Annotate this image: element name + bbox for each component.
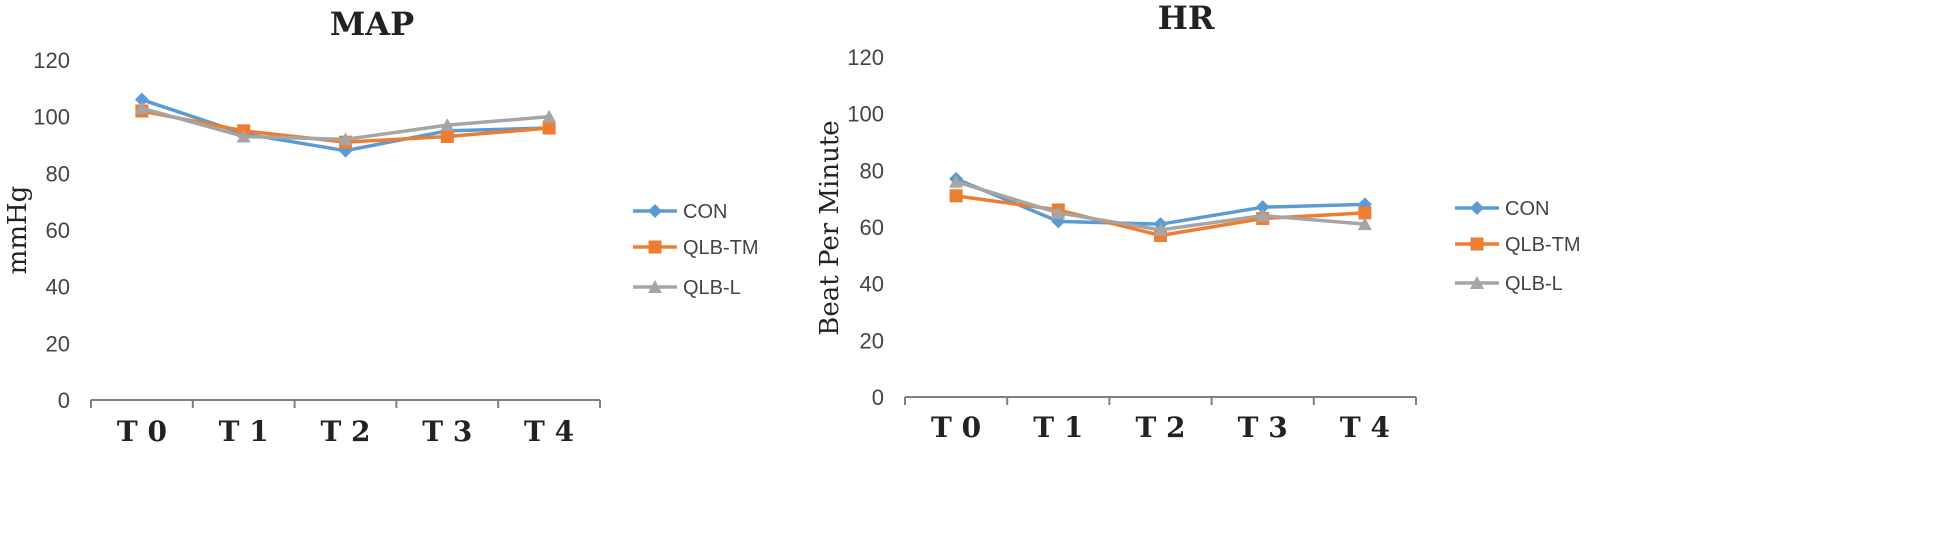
map-legend: CON QLB-TM QLB-L xyxy=(633,201,759,299)
map-data-point-qlb-l xyxy=(134,101,149,115)
map-y-tick-label: 20 xyxy=(46,331,70,356)
hr-chart-title: HR xyxy=(1158,0,1215,37)
map-data-point-qlb-l xyxy=(236,129,251,143)
map-series-group xyxy=(134,92,557,158)
hr-x-ticks: T 0 T 1 T 2 T 3 T 4 xyxy=(904,397,1417,444)
hr-x-tick-label: T 3 xyxy=(1238,411,1288,444)
map-x-tick-label: T 3 xyxy=(422,415,472,448)
hr-data-point-qlb-l xyxy=(1357,217,1372,231)
map-x-tick-label: T 0 xyxy=(117,415,167,448)
map-data-point-qlb-l xyxy=(440,118,455,132)
hr-y-tick-label: 20 xyxy=(860,328,884,353)
map-y-ticks: 0 20 40 60 80 100 120 xyxy=(33,48,70,413)
map-y-tick-label: 40 xyxy=(46,275,70,300)
map-x-tick-label: T 2 xyxy=(320,415,370,448)
hr-series-group xyxy=(949,171,1372,242)
hr-y-tick-label: 0 xyxy=(872,385,884,410)
map-y-tick-label: 120 xyxy=(33,48,70,73)
hr-x-tick-label: T 4 xyxy=(1340,411,1390,444)
hr-y-tick-label: 60 xyxy=(860,215,884,240)
hr-legend-label-con: CON xyxy=(1505,198,1549,220)
hr-x-tick-label: T 0 xyxy=(931,411,981,444)
map-chart-title: MAP xyxy=(330,5,414,43)
map-data-point-qlb-l xyxy=(542,109,557,123)
map-legend-marker-con xyxy=(648,204,662,218)
map-data-point-con xyxy=(134,92,149,107)
map-x-tick-label: T 4 xyxy=(524,415,574,448)
map-y-tick-label: 60 xyxy=(46,218,70,243)
hr-y-ticks: 0 20 40 60 80 100 120 xyxy=(847,45,884,410)
map-y-axis-label: mmHg xyxy=(3,186,33,275)
hr-data-point-qlb-tm xyxy=(949,189,963,203)
hr-y-axis-label: Beat Per Minute xyxy=(815,120,845,335)
hr-data-point-qlb-tm xyxy=(1358,206,1372,220)
map-y-tick-label: 80 xyxy=(46,161,70,186)
hr-data-point-con xyxy=(1255,200,1270,215)
hr-legend-marker-qlb-l xyxy=(1470,276,1484,289)
hr-legend-label-qlb-tm: QLB-TM xyxy=(1505,234,1581,256)
hr-y-tick-label: 80 xyxy=(860,158,884,183)
hr-legend-marker-con xyxy=(1470,201,1484,215)
hr-y-tick-label: 40 xyxy=(860,272,884,297)
map-legend-label-qlb-tm: QLB-TM xyxy=(683,237,759,259)
hr-legend-marker-qlb-tm xyxy=(1470,237,1484,251)
hr-data-point-qlb-l xyxy=(1255,208,1270,222)
map-y-tick-label: 100 xyxy=(33,105,70,130)
map-data-point-qlb-tm xyxy=(440,130,454,143)
map-y-tick-label: 0 xyxy=(58,388,70,413)
map-legend-marker-qlb-l xyxy=(648,280,662,293)
hr-legend-label-qlb-l: QLB-L xyxy=(1505,273,1563,295)
map-legend-marker-qlb-tm xyxy=(648,240,662,254)
map-data-point-qlb-tm xyxy=(542,121,556,135)
map-x-tick-label: T 1 xyxy=(219,415,269,448)
hr-data-point-qlb-l xyxy=(1153,222,1168,236)
hr-legend: CON QLB-TM QLB-L xyxy=(1455,198,1581,295)
hr-x-tick-label: T 1 xyxy=(1033,411,1083,444)
map-data-point-qlb-l xyxy=(338,132,353,146)
hr-data-point-qlb-l xyxy=(1051,205,1066,219)
map-chart: MAP mmHg 0 20 40 60 80 100 120 T 0 T 1 T 2 T 3 T 4… xyxy=(3,5,759,448)
map-x-ticks: T 0 T 1 T 2 T 3 T 4 xyxy=(90,400,601,448)
hr-x-tick-label: T 2 xyxy=(1135,411,1185,444)
map-legend-label-con: CON xyxy=(683,201,727,223)
map-legend-label-qlb-l: QLB-L xyxy=(683,277,741,299)
hr-data-point-qlb-l xyxy=(949,174,964,188)
hr-y-tick-label: 120 xyxy=(847,45,884,70)
hr-y-tick-label: 100 xyxy=(847,102,884,127)
